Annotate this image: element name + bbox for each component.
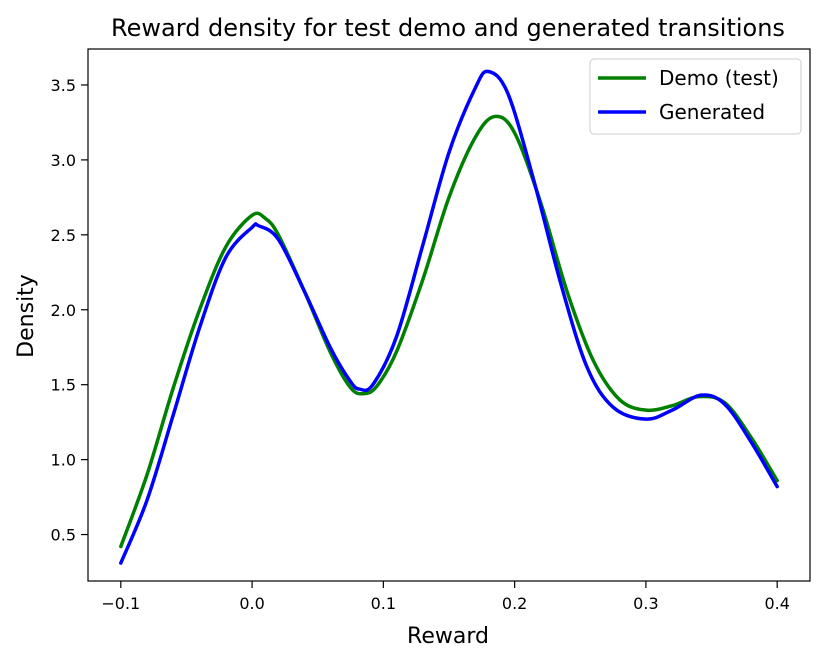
x-tick-label: 0.2: [502, 594, 527, 613]
y-axis-ticks: 0.5 1.0 1.5 2.0 2.5 3.0 3.5: [51, 76, 88, 545]
x-tick-label: 0.0: [239, 594, 264, 613]
y-axis-label: Density: [14, 274, 39, 358]
series-line-demo-test: [119, 114, 779, 549]
y-tick-label: 3.0: [51, 151, 76, 170]
x-tick-label: 0.3: [633, 594, 658, 613]
x-axis-label: Reward: [407, 624, 489, 649]
chart-title: Reward density for test demo and generat…: [111, 14, 785, 42]
series-layer: [119, 69, 779, 565]
y-tick-label: 3.5: [51, 76, 76, 95]
x-tick-label: 0.4: [764, 594, 789, 613]
x-tick-label: 0.1: [371, 594, 396, 613]
x-axis-ticks: −0.1 0.0 0.1 0.2 0.3 0.4: [101, 581, 790, 613]
y-tick-label: 0.5: [51, 526, 76, 545]
x-tick-label: −0.1: [101, 594, 140, 613]
y-tick-label: 2.5: [51, 226, 76, 245]
plot-area: −0.1 0.0 0.1 0.2 0.3 0.4 0.5 1.0 1.5 2.0 2.5 3.0 3.…: [51, 48, 811, 613]
legend: Demo (test) Generated: [589, 58, 802, 135]
legend-label-demo: Demo (test): [659, 66, 779, 90]
y-tick-label: 1.0: [51, 451, 76, 470]
legend-label-generated: Generated: [659, 100, 765, 124]
y-tick-label: 2.0: [51, 301, 76, 320]
plot-frame: [87, 48, 811, 582]
y-tick-label: 1.5: [51, 376, 76, 395]
series-line-generated: [119, 69, 779, 565]
